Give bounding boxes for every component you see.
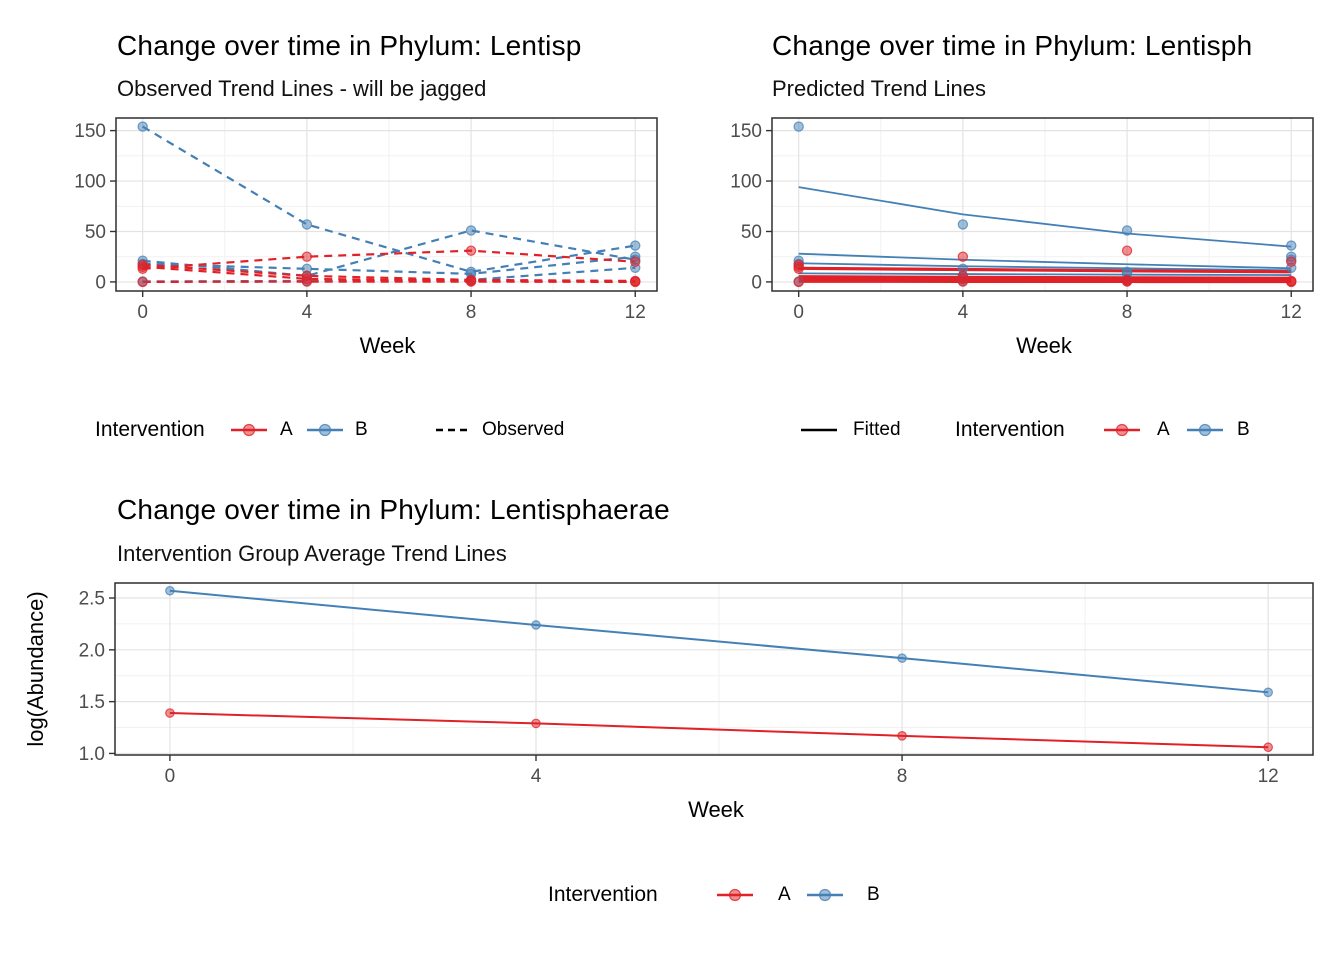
fitted-legend-title: Intervention bbox=[955, 418, 1065, 441]
legend-key-b-icon bbox=[806, 883, 844, 907]
average-chart-subtitle: Intervention Group Average Trend Lines bbox=[117, 541, 507, 566]
svg-text:Week: Week bbox=[1016, 333, 1073, 358]
svg-text:12: 12 bbox=[1281, 302, 1302, 323]
fitted-legend-label-a: A bbox=[1157, 419, 1170, 440]
top-legend-row: Intervention A B Observed Fitted Interve… bbox=[0, 416, 1344, 444]
legend-key-a-icon bbox=[716, 883, 754, 907]
svg-text:Week: Week bbox=[360, 333, 417, 358]
fitted-legend-label-b: B bbox=[1237, 419, 1250, 440]
svg-text:0: 0 bbox=[137, 302, 148, 323]
legend-key-a-icon bbox=[230, 418, 268, 442]
svg-text:1.0: 1.0 bbox=[79, 744, 105, 765]
svg-text:50: 50 bbox=[741, 222, 762, 243]
svg-text:4: 4 bbox=[958, 302, 969, 323]
svg-text:150: 150 bbox=[730, 121, 762, 142]
legend-key-b-icon bbox=[306, 418, 344, 442]
legend-key-a-icon bbox=[1103, 418, 1141, 442]
legend-key-fitted-icon bbox=[800, 418, 838, 442]
bottom-legend-row: Intervention A B bbox=[0, 881, 1344, 909]
svg-text:0: 0 bbox=[165, 766, 176, 787]
observed-linetype-label: Observed bbox=[482, 419, 565, 440]
observed-chart: 0 4 8 12 0 50 100 150 Week bbox=[74, 117, 658, 358]
fitted-chart: 0 4 8 12 0 50 100 150 Week bbox=[730, 117, 1314, 358]
svg-text:0: 0 bbox=[793, 302, 804, 323]
legend-key-b-icon bbox=[1186, 418, 1224, 442]
svg-text:100: 100 bbox=[730, 172, 762, 193]
average-y-axis-title: log(Abundance) bbox=[23, 591, 48, 747]
svg-text:2.5: 2.5 bbox=[79, 589, 105, 610]
average-chart-title: Change over time in Phylum: Lentisphaera… bbox=[117, 494, 670, 525]
legend-key-observed-icon bbox=[435, 418, 473, 442]
average-chart: 0 4 8 12 1.0 1.5 2.0 2.5 Week bbox=[79, 582, 1314, 822]
svg-text:1.5: 1.5 bbox=[79, 692, 105, 713]
observed-chart-subtitle: Observed Trend Lines - will be jagged bbox=[117, 76, 487, 101]
svg-text:4: 4 bbox=[531, 766, 542, 787]
svg-text:8: 8 bbox=[466, 302, 477, 323]
svg-text:12: 12 bbox=[625, 302, 646, 323]
svg-text:8: 8 bbox=[897, 766, 908, 787]
observed-legend-label-b: B bbox=[355, 419, 368, 440]
average-legend-label-b: B bbox=[867, 884, 880, 905]
svg-text:50: 50 bbox=[85, 222, 106, 243]
svg-text:150: 150 bbox=[74, 121, 106, 142]
svg-text:100: 100 bbox=[74, 172, 106, 193]
average-legend-title: Intervention bbox=[548, 883, 658, 906]
svg-text:0: 0 bbox=[95, 272, 106, 293]
svg-text:4: 4 bbox=[302, 302, 313, 323]
fitted-linetype-label: Fitted bbox=[853, 419, 901, 440]
fitted-chart-subtitle: Predicted Trend Lines bbox=[772, 76, 987, 101]
observed-legend-title: Intervention bbox=[95, 418, 205, 441]
fitted-chart-title: Change over time in Phylum: Lentisph bbox=[772, 30, 1253, 61]
average-legend-label-a: A bbox=[778, 884, 791, 905]
observed-legend-label-a: A bbox=[280, 419, 293, 440]
svg-text:Week: Week bbox=[688, 797, 745, 822]
svg-text:8: 8 bbox=[1122, 302, 1133, 323]
svg-text:0: 0 bbox=[751, 272, 762, 293]
svg-text:12: 12 bbox=[1258, 766, 1279, 787]
svg-text:2.0: 2.0 bbox=[79, 640, 105, 661]
observed-chart-title: Change over time in Phylum: Lentisp bbox=[117, 30, 582, 61]
